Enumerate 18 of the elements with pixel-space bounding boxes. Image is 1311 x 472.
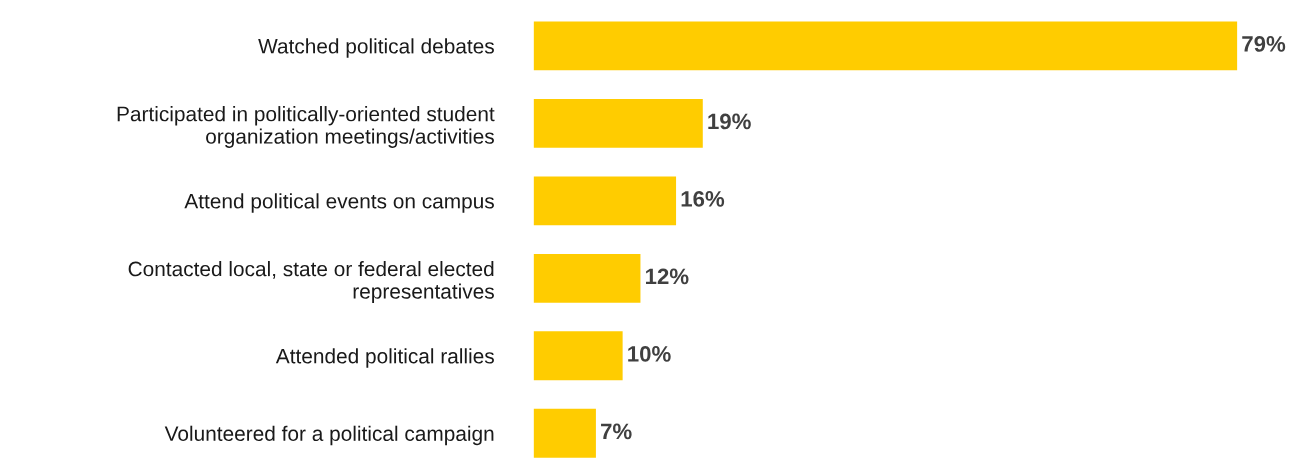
bar [533, 98, 703, 148]
data-label: 7% [601, 423, 632, 440]
y-tick-label: Contacted local, state or federal elected representatives [128, 261, 494, 303]
bar [533, 408, 596, 458]
y-tick-label: Attended political rallies [275, 348, 494, 368]
y-tick-label: Attend political events on campus [184, 193, 494, 213]
data-label: 12% [646, 268, 689, 285]
y-tick-label: Watched political debates [258, 38, 494, 58]
bar [533, 21, 1238, 71]
y-tick-label: Volunteered for a political campaign [164, 425, 494, 446]
bar [533, 331, 623, 381]
data-label: 10% [628, 346, 671, 362]
data-label: 16% [681, 191, 725, 207]
bar [533, 176, 677, 226]
y-tick-label: Participated in politically-oriented student organization meetings/activities [117, 106, 495, 148]
data-label: 19% [708, 113, 751, 130]
bar [533, 253, 641, 303]
data-label: 79% [1242, 36, 1286, 52]
